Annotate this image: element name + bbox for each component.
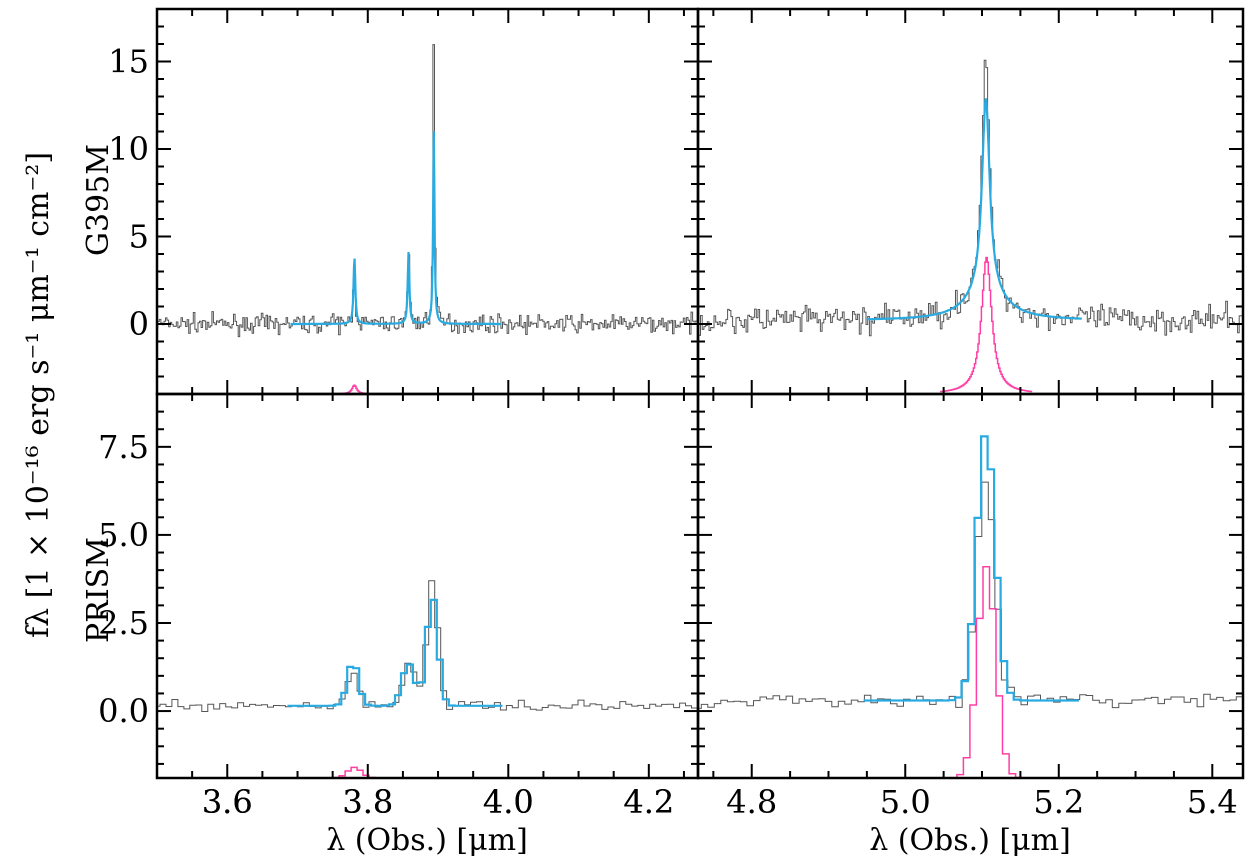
row-label-prism: PRISM bbox=[81, 537, 116, 643]
x-tick-label: 4.2 bbox=[623, 783, 674, 821]
data-spectrum bbox=[698, 59, 1243, 337]
row-label-g395m: G395M bbox=[81, 144, 116, 256]
model-spectrum bbox=[866, 98, 1082, 321]
model-spectrum bbox=[290, 131, 502, 326]
x-tick-label: 3.6 bbox=[202, 783, 253, 821]
panel-prism-left: 0.0 2.5 5.0 7.5 3.6 3.8 4.0 4.2 bbox=[98, 392, 700, 821]
component-spectrum bbox=[311, 384, 397, 394]
x-tick-label: 5.2 bbox=[1033, 783, 1084, 821]
model-spectrum bbox=[287, 598, 503, 707]
y-tick-label: 5.0 bbox=[98, 516, 149, 554]
component-spectrum bbox=[937, 566, 1036, 778]
panel-g395m-left: 0 5 10 15 3.6 3.8 4.0 4.2 bbox=[108, 7, 700, 821]
y-tick-label: 10 bbox=[108, 130, 149, 168]
x-axis-label-left: λ (Obs.) [μm] bbox=[326, 823, 528, 858]
panel-g395m-right bbox=[696, 7, 1245, 396]
y-axis-label: fλ [1 × 10⁻¹⁶ erg s⁻¹ μm⁻¹ cm⁻²] bbox=[21, 152, 56, 638]
data-spectrum bbox=[157, 44, 698, 338]
x-axis-label-right: λ (Obs.) [μm] bbox=[869, 823, 1071, 858]
y-tick-label: 15 bbox=[108, 43, 149, 81]
panel-prism-right: 4.8 5.0 5.2 5.4 bbox=[696, 392, 1245, 821]
y-tick-label: 0.0 bbox=[98, 692, 149, 730]
x-tick-label: 3.6 bbox=[202, 783, 253, 821]
panel-frame bbox=[696, 392, 1245, 780]
panel-frame bbox=[155, 392, 700, 780]
y-tick-label: 7.5 bbox=[98, 428, 149, 466]
x-tick-label: 4.0 bbox=[483, 783, 534, 821]
x-tick-label: 4.8 bbox=[726, 783, 777, 821]
y-tick-label: 2.5 bbox=[98, 604, 149, 642]
y-tick-label: 5 bbox=[129, 218, 149, 256]
x-tick-label: 3.8 bbox=[342, 783, 393, 821]
x-tick-label: 4.2 bbox=[623, 783, 674, 821]
model-spectrum bbox=[863, 435, 1079, 702]
x-tick-label: 3.8 bbox=[342, 783, 393, 821]
x-tick-label: 5.0 bbox=[880, 783, 931, 821]
x-tick-label: 5.4 bbox=[1187, 783, 1238, 821]
component-spectrum bbox=[940, 256, 1033, 393]
y-tick-label: 0 bbox=[129, 305, 149, 343]
component-spectrum bbox=[309, 766, 399, 778]
x-tick-label: 4.0 bbox=[483, 783, 534, 821]
panel-frame bbox=[696, 7, 1245, 396]
